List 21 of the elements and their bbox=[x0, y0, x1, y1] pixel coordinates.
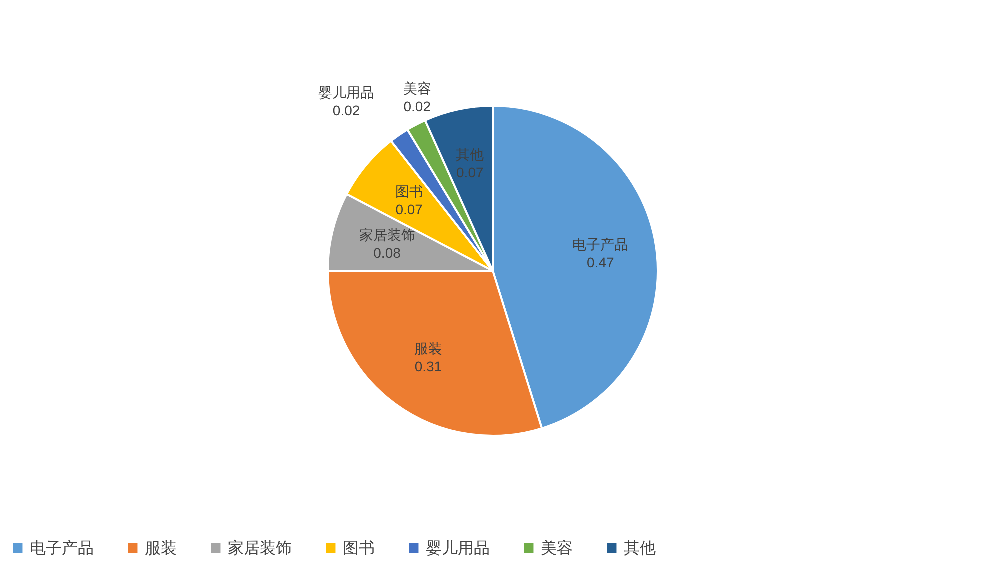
slice-label: 服装 bbox=[414, 340, 442, 357]
slice-label: 美容 bbox=[403, 80, 432, 96]
legend-label: 美容 bbox=[541, 539, 573, 558]
data-label: 0.07 bbox=[396, 201, 424, 218]
legend-label: 其他 bbox=[624, 539, 656, 558]
legend-label: 婴儿用品 bbox=[426, 539, 490, 558]
legend-label: 服装 bbox=[145, 539, 177, 558]
slice-label: 图书 bbox=[395, 183, 424, 200]
legend-label: 图书 bbox=[343, 539, 375, 558]
legend-label: 家居装饰 bbox=[228, 539, 292, 558]
slice-label: 婴儿用品 bbox=[318, 84, 375, 100]
data-label: 0.02 bbox=[404, 98, 432, 114]
slice-label: 电子产品 bbox=[572, 236, 629, 253]
legend-label: 电子产品 bbox=[30, 539, 94, 558]
data-label: 0.02 bbox=[332, 102, 360, 118]
data-label: 0.47 bbox=[587, 254, 614, 271]
data-label: 0.07 bbox=[456, 164, 484, 181]
data-label: 0.31 bbox=[414, 358, 442, 375]
slice-label: 家居装饰 bbox=[359, 226, 416, 243]
slice-label: 其他 bbox=[456, 146, 484, 163]
data-label: 0.08 bbox=[374, 244, 402, 261]
